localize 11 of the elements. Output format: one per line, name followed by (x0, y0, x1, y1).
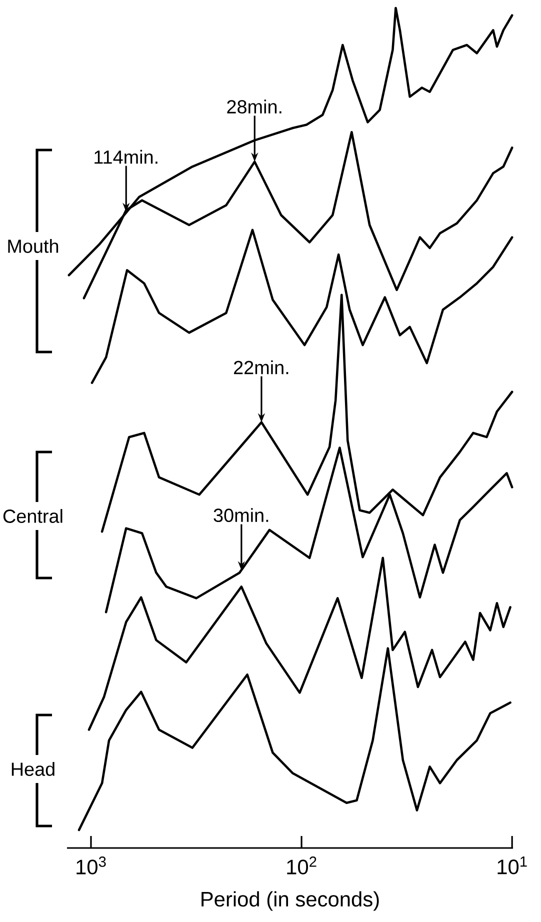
text: Central (3, 509, 62, 523)
x-tick-label: 10$^{1}$ (498, 856, 527, 874)
annotation: 30min. (214, 508, 268, 522)
text: Mouth (8, 239, 58, 253)
text: Head (12, 762, 54, 776)
x-axis-title: Period (in seconds) (202, 891, 379, 911)
x-tick-label: 10$^{3}$ (76, 856, 106, 874)
x-tick-label: 10$^{2}$ (287, 856, 316, 874)
annotation: 114min. (94, 150, 158, 164)
annotation: 28min. (227, 100, 282, 114)
annotation: 22min. (234, 360, 288, 374)
